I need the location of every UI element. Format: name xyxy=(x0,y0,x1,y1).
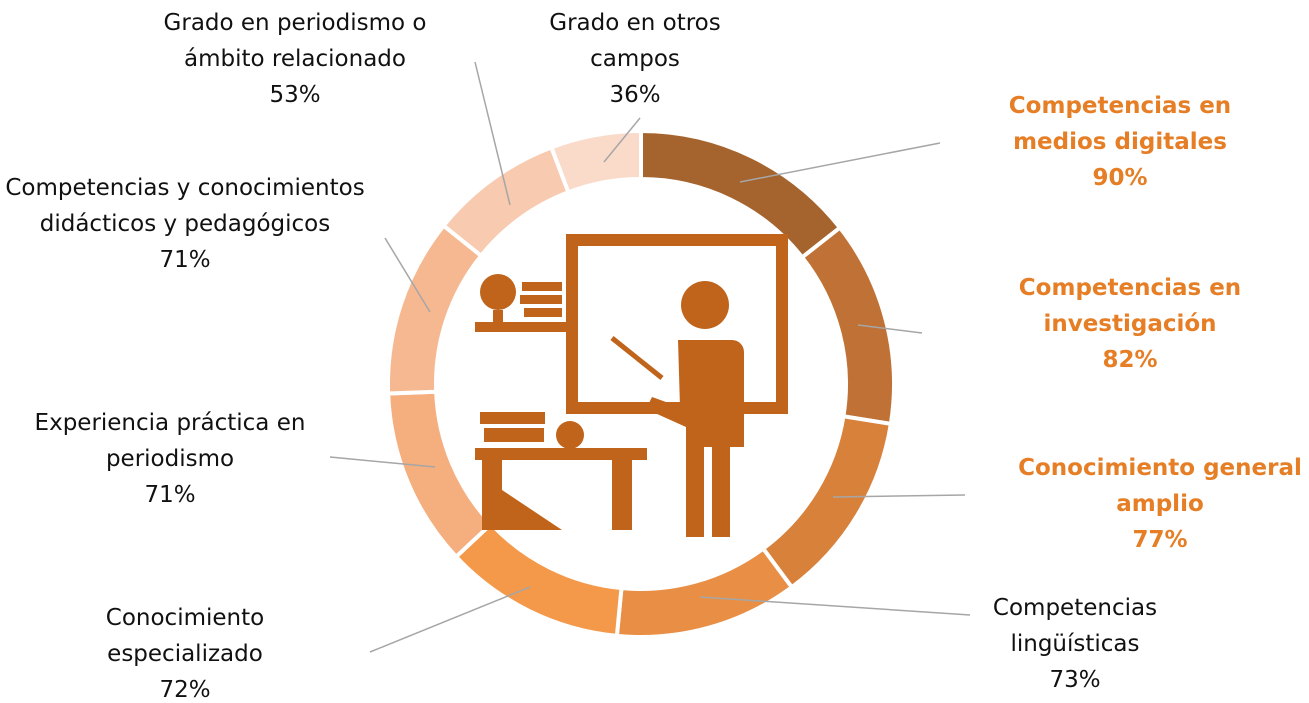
value-label: 77% xyxy=(1132,527,1188,553)
value-label: 36% xyxy=(609,82,661,108)
donut-slice xyxy=(548,128,643,195)
leader-line xyxy=(857,324,923,334)
slice-label: Grado en periodismo o ámbito relacionado… xyxy=(130,5,460,113)
leader-line xyxy=(603,117,641,163)
category-name: Competencias en investigación xyxy=(1018,275,1242,337)
donut-slice xyxy=(440,144,571,259)
value-label: 71% xyxy=(159,247,211,273)
slice-label: Conocimiento especializado 72% xyxy=(60,600,310,703)
category-name: Competencias y conocimientos didácticos … xyxy=(5,175,365,237)
slice-label: Grado en otros campos 36% xyxy=(510,5,760,113)
value-label: 90% xyxy=(1092,165,1148,191)
leader-line xyxy=(384,237,431,313)
category-name: Conocimiento especializado xyxy=(105,605,265,667)
slice-label: Competencias lingüísticas 73% xyxy=(950,590,1200,698)
leader-line xyxy=(474,61,511,206)
donut-slice xyxy=(453,521,624,639)
donut-slice xyxy=(614,545,795,639)
value-label: 72% xyxy=(159,677,211,703)
category-name: Grado en periodismo o ámbito relacionado xyxy=(163,10,427,72)
slice-label: Competencias en investigación 82% xyxy=(990,270,1270,378)
leader-line xyxy=(329,456,436,468)
value-label: 71% xyxy=(144,482,196,508)
teacher-icon xyxy=(475,234,788,537)
donut-slice xyxy=(386,222,484,396)
donut-slice xyxy=(386,389,495,560)
slice-label: Competencias en medios digitales 90% xyxy=(980,88,1260,196)
category-name: Conocimiento general amplio xyxy=(1018,455,1302,517)
leader-line xyxy=(699,596,971,616)
donut-slice xyxy=(760,414,894,590)
value-label: 82% xyxy=(1102,347,1158,373)
slice-label: Conocimiento general amplio 77% xyxy=(1000,450,1309,558)
category-name: Competencias en medios digitales xyxy=(1008,93,1232,155)
value-label: 73% xyxy=(1049,667,1101,693)
slice-label: Experiencia práctica en periodismo 71% xyxy=(0,405,340,513)
value-label: 53% xyxy=(269,82,321,108)
leader-line xyxy=(739,142,941,183)
leader-line xyxy=(369,586,531,653)
category-name: Experiencia práctica en periodismo xyxy=(34,410,306,472)
category-name: Grado en otros campos xyxy=(549,10,721,72)
slice-label: Competencias y conocimientos didácticos … xyxy=(0,170,370,278)
donut-slice xyxy=(799,224,896,427)
category-name: Competencias lingüísticas xyxy=(992,595,1158,657)
leader-line xyxy=(832,494,966,498)
